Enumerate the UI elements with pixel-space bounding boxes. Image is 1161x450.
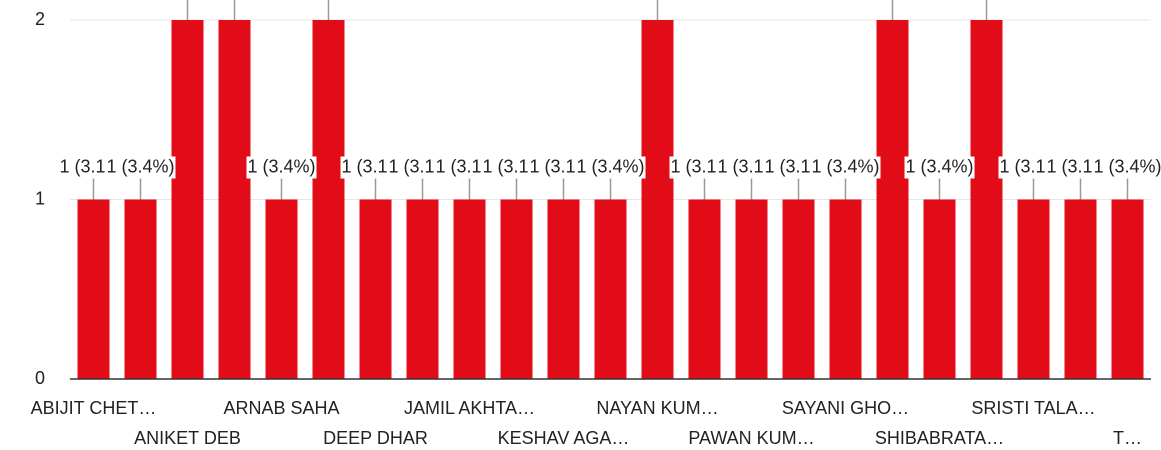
y-tick-label: 1: [35, 188, 45, 208]
x-tick-label: T…: [1113, 428, 1142, 448]
data-label: 2 (6.9%): [233, 0, 236, 20]
data-label: 1 (3.4%): [246, 156, 317, 200]
data-label: 1 (3.4%): [810, 156, 881, 200]
x-tick-label: SHIBABRATA…: [875, 428, 1004, 448]
data-label-text: 1 (3.4%): [811, 156, 879, 176]
x-tick-label: ANIKET DEB: [134, 428, 241, 448]
data-label-text: 1 (3.4%): [247, 156, 315, 176]
bar: [77, 199, 110, 379]
bar: [1064, 199, 1097, 379]
bar: [171, 20, 204, 379]
x-tick-label: SRISTI TALA…: [971, 398, 1095, 418]
bar: [641, 20, 674, 379]
x-tick-label: ABIJIT CHET…: [31, 398, 157, 418]
x-tick-label: PAWAN KUM…: [688, 428, 814, 448]
data-label: 2 (6.9%): [656, 0, 659, 20]
label-background: [575, 156, 646, 179]
bar: [735, 199, 768, 379]
data-label: 1 (3.4%): [1092, 156, 1161, 200]
data-label: 1 (3.4%): [904, 156, 975, 200]
label-background: [105, 156, 176, 179]
data-label: 1 (3.4%): [105, 156, 176, 200]
bar: [688, 199, 721, 379]
label-background: [810, 156, 881, 179]
bar: [876, 20, 909, 379]
data-label: 2 (6.9%): [891, 0, 894, 20]
x-tick-label: SAYANI GHO…: [782, 398, 909, 418]
label-background: [904, 156, 975, 179]
data-label-text: 1 (3.4%): [576, 156, 644, 176]
x-tick-label: DEEP DHAR: [323, 428, 428, 448]
data-label: 2 (6.2%): [186, 0, 189, 20]
data-label-text: 1 (3.4%): [106, 156, 174, 176]
label-background: [1092, 156, 1161, 179]
data-label: 2 (6.9%): [985, 0, 988, 20]
bar: [1017, 199, 1050, 379]
y-tick-label: 2: [35, 9, 45, 29]
bar: [923, 199, 956, 379]
bar: [829, 199, 862, 379]
bar: [970, 20, 1003, 379]
bar: [594, 199, 627, 379]
y-tick-label: 0: [35, 368, 45, 388]
bar: [453, 199, 486, 379]
bar: [124, 199, 157, 379]
data-label: 2 (6.9%): [327, 0, 330, 20]
data-label-text: 1 (3.4%): [1093, 156, 1161, 176]
x-tick-label: ARNAB SAHA: [223, 398, 339, 418]
bar: [312, 20, 345, 379]
bar: [406, 199, 439, 379]
bar: [265, 199, 298, 379]
bar: [500, 199, 533, 379]
x-tick-label: JAMIL AKHTA…: [404, 398, 535, 418]
data-label-text: 1 (3.4%): [905, 156, 973, 176]
bar: [547, 199, 580, 379]
bar: [1111, 199, 1144, 379]
label-background: [246, 156, 317, 179]
x-tick-label: KESHAV AGA…: [498, 428, 630, 448]
data-label: 1 (3.4%): [575, 156, 646, 200]
bar: [359, 199, 392, 379]
bar: [218, 20, 251, 379]
bar: [782, 199, 815, 379]
x-tick-label: NAYAN KUM…: [596, 398, 718, 418]
